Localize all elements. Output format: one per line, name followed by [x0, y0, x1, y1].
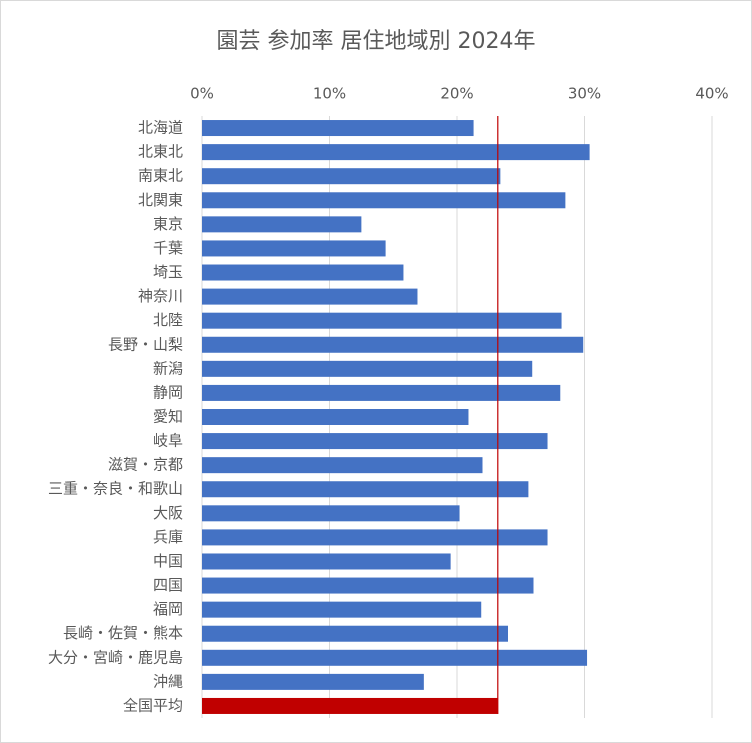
bar: [202, 384, 561, 401]
bar: [202, 697, 498, 714]
y-tick-label: 東京: [153, 215, 183, 233]
bar: [202, 168, 501, 185]
y-tick-label: 北陸: [153, 311, 183, 329]
y-tick-label: 三重・奈良・和歌山: [48, 480, 183, 498]
bar: [202, 457, 483, 474]
bar: [202, 529, 548, 546]
y-tick-label: 全国平均: [123, 696, 183, 714]
y-tick-label: 北東北: [138, 143, 183, 161]
y-tick-label: 長野・山梨: [108, 335, 183, 353]
x-tick-label: 40%: [695, 85, 728, 103]
y-tick-label: 福岡: [153, 600, 183, 618]
y-tick-label: 愛知: [153, 408, 183, 426]
bar: [202, 336, 584, 353]
bar: [202, 120, 474, 137]
bar: [202, 433, 548, 450]
y-tick-label: 沖縄: [153, 672, 183, 690]
bar: [202, 625, 508, 642]
y-tick-label: 四国: [153, 576, 183, 594]
x-tick-label: 10%: [313, 85, 346, 103]
y-tick-label: 大阪: [153, 504, 183, 522]
y-tick-label: 南東北: [138, 167, 183, 185]
y-tick-label: 長崎・佐賀・熊本: [63, 624, 183, 642]
y-tick-label: 兵庫: [153, 528, 183, 546]
bar: [202, 288, 418, 305]
bar: [202, 264, 404, 281]
y-tick-label: 岐阜: [153, 432, 183, 450]
y-tick-label: 埼玉: [153, 263, 183, 281]
bar: [202, 481, 529, 498]
bar: [202, 577, 534, 594]
x-tick-label: 0%: [190, 85, 214, 103]
bar: [202, 601, 482, 618]
y-tick-label: 北海道: [138, 119, 183, 137]
bar: [202, 673, 424, 690]
bar: [202, 553, 451, 570]
bar: [202, 312, 562, 329]
x-tick-label: 30%: [568, 85, 601, 103]
bar: [202, 240, 386, 257]
bar: [202, 144, 590, 161]
y-tick-label: 静岡: [153, 383, 183, 401]
y-tick-label: 北関東: [138, 191, 183, 209]
chart-title: 園芸 参加率 居住地域別 2024年: [217, 29, 536, 54]
bar: [202, 409, 469, 425]
y-tick-label: 千葉: [153, 239, 183, 257]
bar: [202, 649, 588, 666]
x-tick-label: 20%: [440, 85, 473, 103]
y-tick-label: 新潟: [153, 359, 183, 377]
bar: [202, 216, 362, 233]
bar: [202, 505, 460, 522]
bar: [202, 360, 533, 377]
y-tick-label: 滋賀・京都: [108, 456, 183, 474]
y-tick-label: 中国: [153, 552, 183, 570]
y-tick-label: 大分・宮崎・鹿児島: [48, 648, 183, 666]
y-tick-label: 神奈川: [138, 287, 183, 305]
bar: [202, 192, 566, 209]
